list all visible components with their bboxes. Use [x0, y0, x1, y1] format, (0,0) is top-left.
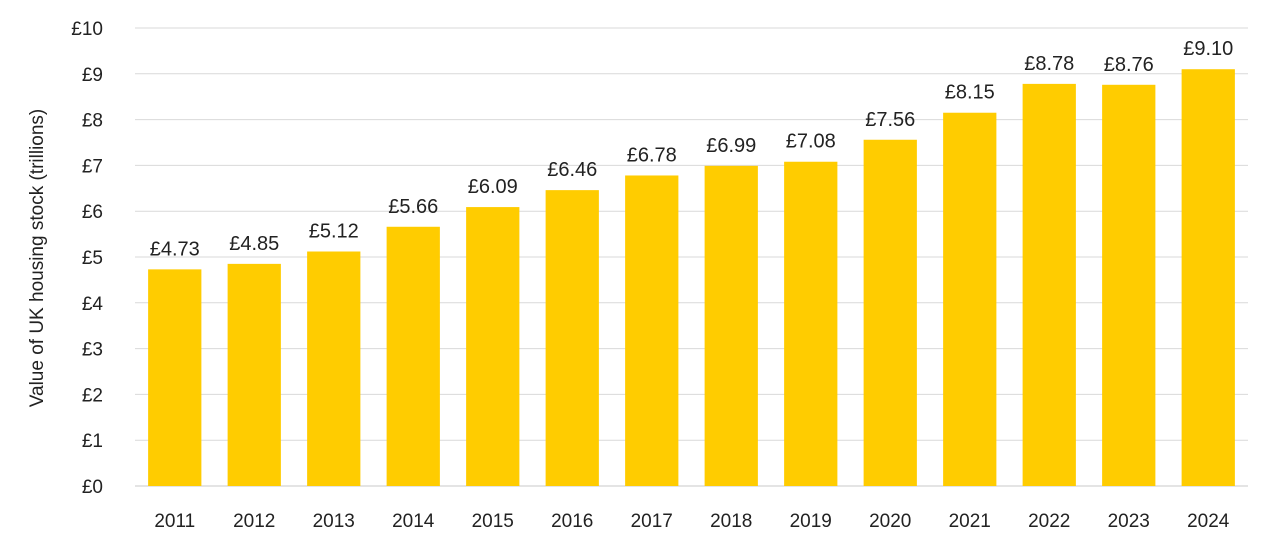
bars	[148, 69, 1235, 487]
bar	[1181, 69, 1235, 486]
y-tick-label: £2	[82, 385, 103, 406]
data-label: £5.12	[309, 221, 359, 243]
x-tick-label: 2018	[710, 511, 752, 532]
x-tick-label: 2012	[233, 511, 275, 532]
bar	[863, 139, 917, 486]
data-label: £8.78	[1024, 53, 1074, 75]
x-tick-label: 2022	[1028, 511, 1070, 532]
data-label: £9.10	[1183, 38, 1233, 60]
x-axis-ticks: 2011 2012 2013 2014 2015 2016 2017 2018 2019 2020…	[154, 511, 1229, 532]
bar	[386, 226, 440, 486]
bar	[704, 165, 758, 486]
bar	[943, 112, 997, 486]
bar	[307, 251, 361, 486]
y-axis-ticks: £0 £1 £2 £3 £4 £5 £6 £7 £8 £9 £10	[71, 19, 103, 498]
y-tick-label: £9	[82, 65, 103, 86]
data-label: £6.09	[468, 176, 518, 198]
data-labels: £4.73 £4.85 £5.12 £5.66 £6.09 £6.46 £6.78 £6.99…	[150, 38, 1234, 260]
y-tick-label: £3	[82, 340, 103, 361]
data-label: £4.85	[229, 233, 279, 255]
bar	[466, 207, 520, 486]
y-tick-label: £5	[82, 248, 103, 269]
data-label: £8.15	[945, 82, 995, 104]
y-tick-label: £4	[82, 294, 104, 315]
data-label: £8.76	[1104, 54, 1154, 76]
gridlines	[135, 27, 1248, 487]
y-axis-title: Value of UK housing stock (trillions)	[27, 109, 48, 408]
x-tick-label: 2024	[1187, 511, 1230, 532]
bar	[227, 263, 281, 486]
data-label: £7.56	[865, 109, 915, 131]
data-label: £6.46	[547, 159, 597, 181]
x-tick-label: 2016	[551, 511, 593, 532]
x-tick-label: 2017	[631, 511, 673, 532]
x-tick-label: 2015	[472, 511, 514, 532]
data-label: £7.08	[786, 131, 836, 153]
bar	[1022, 83, 1076, 486]
x-tick-label: 2013	[313, 511, 355, 532]
bar	[784, 161, 838, 486]
data-label: £4.73	[150, 238, 200, 260]
data-label: £5.66	[388, 196, 438, 218]
bar	[545, 190, 599, 486]
y-tick-label: £10	[71, 19, 103, 40]
y-tick-label: £0	[82, 477, 103, 498]
data-label: £6.99	[706, 135, 756, 157]
x-tick-label: 2023	[1108, 511, 1150, 532]
bar	[1102, 84, 1156, 487]
x-tick-label: 2019	[790, 511, 832, 532]
y-tick-label: £7	[82, 156, 103, 177]
data-label: £6.78	[627, 144, 677, 166]
y-tick-label: £1	[82, 431, 103, 452]
bar	[148, 269, 202, 486]
x-tick-label: 2021	[949, 511, 991, 532]
x-tick-label: 2011	[154, 511, 195, 532]
y-tick-label: £8	[82, 111, 103, 132]
x-tick-label: 2020	[869, 511, 911, 532]
x-tick-label: 2014	[392, 511, 435, 532]
y-tick-label: £6	[82, 202, 103, 223]
bar	[625, 175, 679, 486]
